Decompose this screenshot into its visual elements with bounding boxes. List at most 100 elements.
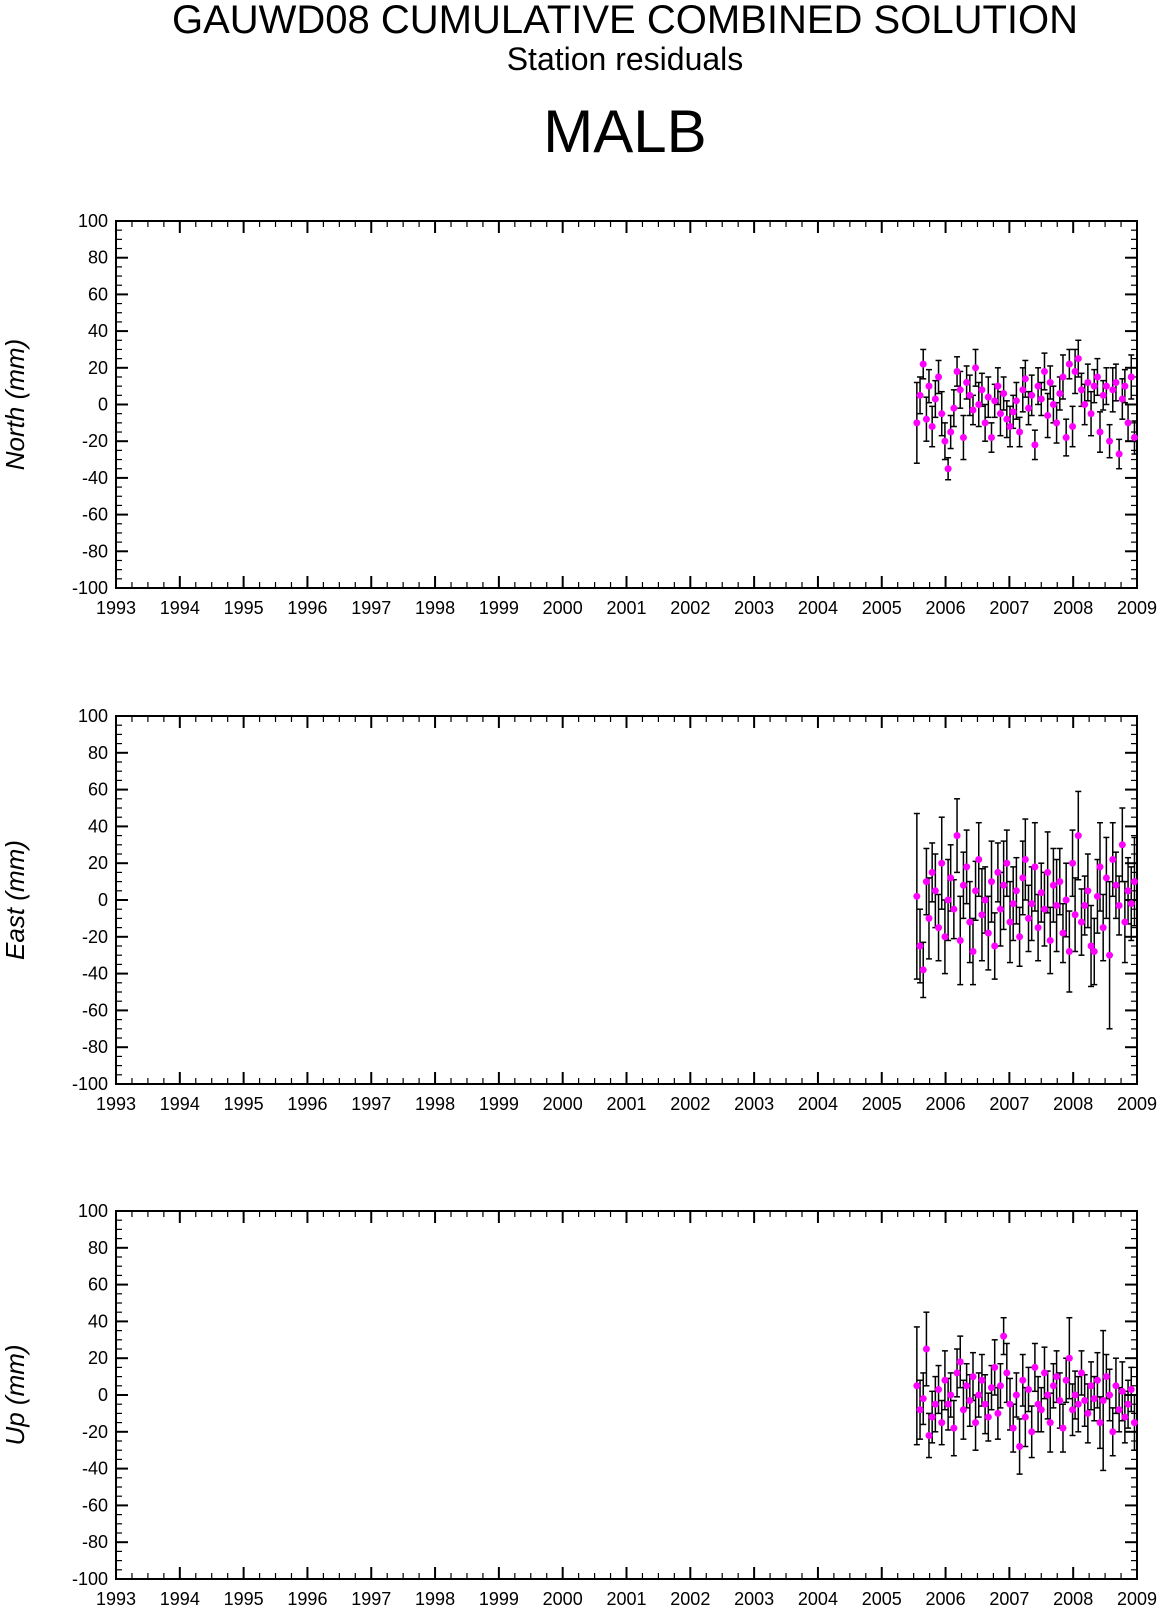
x-tick-label: 2007 <box>989 1094 1029 1114</box>
y-tick-label: -40 <box>82 468 108 488</box>
x-tick-label: 1999 <box>479 598 519 618</box>
x-tick-label: 2006 <box>926 598 966 618</box>
data-point <box>994 1409 1002 1417</box>
data-point <box>1124 887 1132 895</box>
data-point <box>925 1431 933 1439</box>
data-point <box>931 887 939 895</box>
data-point <box>1003 859 1011 867</box>
data-point <box>1056 878 1064 886</box>
data-point <box>941 1376 949 1384</box>
data-point <box>1016 428 1024 436</box>
y-tick-label: 80 <box>88 248 108 268</box>
data-point <box>1003 1369 1011 1377</box>
data-point <box>1090 1395 1098 1403</box>
x-tick-label: 2008 <box>1053 598 1093 618</box>
data-point <box>916 942 924 950</box>
data-point <box>1127 1385 1135 1393</box>
data-point <box>1087 942 1095 950</box>
data-point <box>1065 360 1073 368</box>
data-point <box>925 914 933 922</box>
data-point <box>935 924 943 932</box>
x-tick-label: 2008 <box>1053 1094 1093 1114</box>
data-point <box>1019 874 1027 882</box>
data-point <box>966 1397 974 1405</box>
data-point <box>1112 378 1120 386</box>
x-tick-label: 1998 <box>415 1094 455 1114</box>
x-tick-label: 2000 <box>543 1094 583 1114</box>
x-tick-label: 2003 <box>734 1094 774 1114</box>
data-point <box>956 386 964 394</box>
data-point <box>1053 1373 1061 1381</box>
data-point <box>1006 423 1014 431</box>
data-point <box>928 423 936 431</box>
data-point <box>947 428 955 436</box>
data-point <box>1121 918 1129 926</box>
data-point <box>941 437 949 445</box>
data-point <box>996 410 1004 418</box>
data-point <box>1127 900 1135 908</box>
data-point <box>1040 367 1048 375</box>
data-point <box>913 419 921 427</box>
data-point <box>988 878 996 886</box>
x-tick-label: 1994 <box>160 1589 200 1609</box>
data-point <box>1121 1413 1129 1421</box>
data-point <box>1049 881 1057 889</box>
data-point <box>1031 1363 1039 1371</box>
data-point <box>1118 841 1126 849</box>
data-point <box>1109 856 1117 864</box>
data-point <box>966 918 974 926</box>
data-point <box>988 434 996 442</box>
data-point <box>1127 373 1135 381</box>
data-point <box>941 933 949 941</box>
data-point <box>1025 1385 1033 1393</box>
y-tick-label: -20 <box>82 927 108 947</box>
data-point <box>1106 951 1114 959</box>
data-point <box>1102 874 1110 882</box>
data-point <box>996 1382 1004 1390</box>
data-point <box>1019 386 1027 394</box>
data-point <box>1025 404 1033 412</box>
data-point <box>1034 924 1042 932</box>
data-point <box>1053 902 1061 910</box>
data-point <box>966 391 974 399</box>
x-tick-label: 2008 <box>1053 1589 1093 1609</box>
data-point <box>935 373 943 381</box>
data-point <box>1028 391 1036 399</box>
data-point <box>1040 905 1048 913</box>
y-tick-label: -20 <box>82 431 108 451</box>
data-point <box>1077 386 1085 394</box>
data-point <box>969 1373 977 1381</box>
data-point <box>944 896 952 904</box>
x-tick-label: 2002 <box>670 598 710 618</box>
data-point <box>1096 428 1104 436</box>
data-point <box>928 1413 936 1421</box>
chart-panel-3: 1993 1994 1995 1996 1997 1998 1999 2000 2001 2002… <box>0 1201 1157 1609</box>
x-tick-label: 2007 <box>989 1589 1029 1609</box>
y-axis-label: East (mm) <box>0 840 30 960</box>
data-point <box>978 911 986 919</box>
data-point <box>969 406 977 414</box>
x-tick-label: 2006 <box>926 1094 966 1114</box>
data-point <box>984 929 992 937</box>
data-point <box>1049 401 1057 408</box>
data-point <box>1087 410 1095 418</box>
y-tick-label: 80 <box>88 743 108 763</box>
data-point <box>959 1406 967 1414</box>
data-point <box>922 1345 930 1353</box>
y-axis-label: North (mm) <box>0 339 30 470</box>
data-point <box>950 404 958 412</box>
data-point <box>1074 832 1082 840</box>
data-point <box>1084 378 1092 386</box>
data-point <box>1062 1376 1070 1384</box>
data-point <box>972 364 980 372</box>
data-point <box>1077 1369 1085 1377</box>
data-point <box>1115 1406 1123 1414</box>
y-tick-label: -40 <box>82 1459 108 1479</box>
data-point <box>1009 900 1017 908</box>
data-point <box>1000 1332 1008 1340</box>
data-point <box>935 1385 943 1393</box>
data-point <box>1124 419 1132 427</box>
data-point <box>950 905 958 913</box>
data-point <box>1090 948 1098 956</box>
